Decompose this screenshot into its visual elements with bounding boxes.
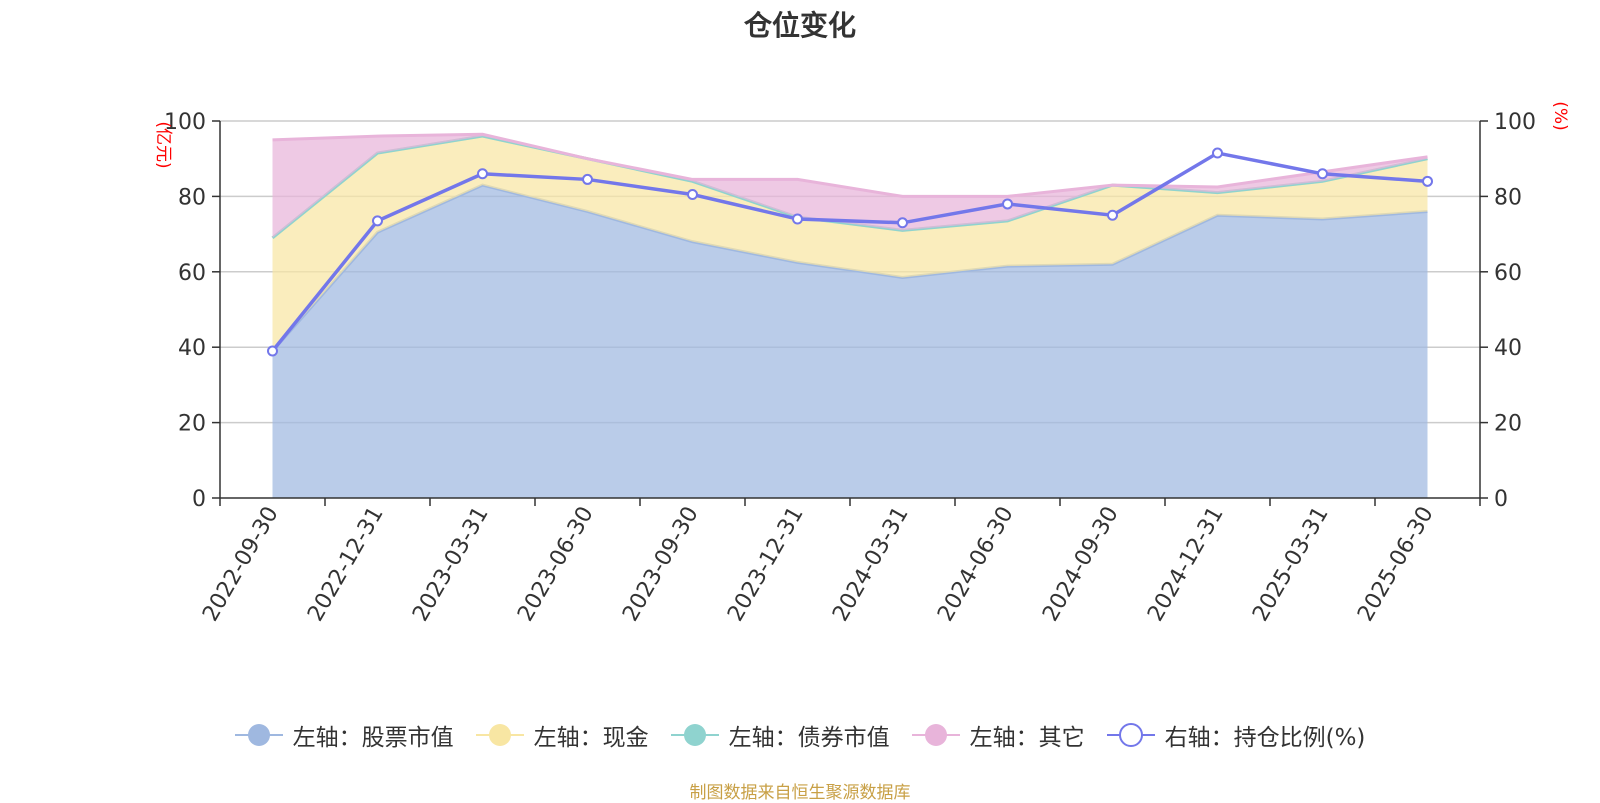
legend-item[interactable]: 左轴：债券市值: [670, 718, 890, 752]
legend-label: 左轴：股票市值: [292, 725, 454, 751]
ratio-point: [897, 217, 908, 229]
legend-label: 左轴：现金: [533, 725, 649, 751]
x-tick-label: 2024-06-30: [933, 503, 1019, 626]
right-tick-label: 60: [1494, 261, 1522, 286]
x-tick-label: 2022-12-31: [303, 503, 389, 626]
legend-swatch-icon: [475, 724, 524, 746]
source-note: 制图数据来自恒生聚源数据库: [689, 783, 911, 803]
legend: 左轴：股票市值 左轴：现金 左轴：债券市值 左轴：其它 右轴：持仓比例(%): [0, 718, 1600, 752]
legend-swatch-icon: [911, 724, 960, 746]
ratio-line: [267, 147, 1433, 357]
left-axis-unit: (亿元): [153, 121, 173, 168]
legend-label: 左轴：其它: [969, 725, 1085, 751]
legend-label: 右轴：持仓比例(%): [1164, 725, 1366, 751]
left-tick-label: 60: [178, 261, 206, 286]
ratio-point: [477, 168, 488, 180]
area-e8b4da: [272, 134, 1428, 238]
legend-swatch-icon: [670, 724, 719, 746]
left-tick-label: 0: [192, 487, 206, 512]
x-tick-label: 2025-06-30: [1353, 503, 1439, 626]
area-f8e6a3: [272, 136, 1428, 351]
x-tick-label: 2025-03-31: [1248, 503, 1334, 626]
legend-swatch-icon: [1106, 723, 1155, 747]
x-tick-label: 2023-03-31: [408, 503, 494, 626]
left-tick-label: 80: [178, 185, 206, 210]
chart-title: 仓位变化: [743, 9, 856, 42]
x-tick-label: 2024-09-30: [1038, 503, 1124, 626]
x-tick-label: 2022-09-30: [198, 503, 284, 626]
right-tick-label: 100: [1494, 110, 1536, 135]
ratio-point: [792, 213, 803, 225]
area-edge: [272, 132, 1428, 198]
x-tick-label: 2023-12-31: [723, 503, 809, 626]
ratio-point: [1002, 198, 1013, 210]
ratio-line-path: [271, 151, 1428, 353]
ratio-point: [1317, 168, 1328, 180]
area-9fb8e0: [272, 185, 1428, 498]
legend-item[interactable]: 右轴：持仓比例(%): [1106, 718, 1366, 752]
right-tick-label: 20: [1494, 412, 1522, 437]
ratio-point: [687, 189, 698, 201]
right-tick-label: 40: [1494, 336, 1522, 361]
ratio-point: [372, 215, 383, 227]
right-tick-label: 80: [1494, 185, 1522, 210]
right-tick-label: 0: [1494, 487, 1508, 512]
legend-item[interactable]: 左轴：其它: [911, 718, 1085, 752]
x-tick-label: 2023-09-30: [618, 503, 704, 626]
left-tick-label: 20: [178, 412, 206, 437]
legend-item[interactable]: 左轴：股票市值: [234, 718, 454, 752]
ratio-point: [267, 345, 278, 357]
ratio-point: [1422, 175, 1433, 187]
legend-swatch-icon: [234, 724, 283, 746]
x-tick-label: 2024-12-31: [1143, 503, 1229, 626]
stacked-areas: [271, 132, 1428, 498]
legend-item[interactable]: 左轴：现金: [475, 718, 649, 752]
ratio-point: [1107, 209, 1118, 221]
ratio-point: [582, 173, 593, 185]
legend-label: 左轴：债券市值: [728, 725, 890, 751]
x-tick-label: 2023-06-30: [513, 503, 599, 626]
x-tick-label: 2024-03-31: [828, 503, 914, 626]
left-tick-label: 100: [164, 110, 206, 135]
left-tick-label: 40: [178, 336, 206, 361]
right-axis-unit: (%): [1550, 101, 1570, 130]
ratio-point: [1212, 147, 1223, 159]
